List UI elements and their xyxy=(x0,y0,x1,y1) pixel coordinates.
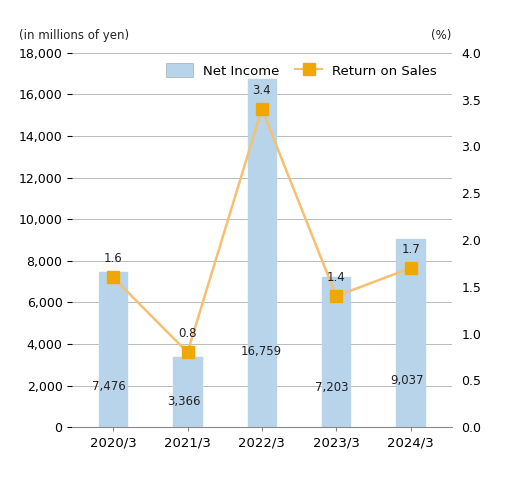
Text: 1.7: 1.7 xyxy=(401,243,420,256)
Text: 1.6: 1.6 xyxy=(104,252,122,265)
Text: 9,037: 9,037 xyxy=(390,374,423,387)
Text: 1.4: 1.4 xyxy=(327,271,346,284)
Bar xyxy=(248,79,276,427)
Bar xyxy=(322,277,350,427)
Text: 3.4: 3.4 xyxy=(252,84,271,97)
Text: 7,476: 7,476 xyxy=(92,380,126,393)
Text: 3,366: 3,366 xyxy=(167,396,200,408)
Bar xyxy=(99,272,127,427)
Text: 16,759: 16,759 xyxy=(241,345,282,358)
Text: (%): (%) xyxy=(431,29,452,42)
Bar xyxy=(173,357,202,427)
Text: 0.8: 0.8 xyxy=(178,327,197,340)
Text: (in millions of yen): (in millions of yen) xyxy=(19,29,130,42)
Legend: Net Income, Return on Sales: Net Income, Return on Sales xyxy=(162,60,441,82)
Text: 7,203: 7,203 xyxy=(315,381,349,394)
Bar xyxy=(396,239,425,427)
